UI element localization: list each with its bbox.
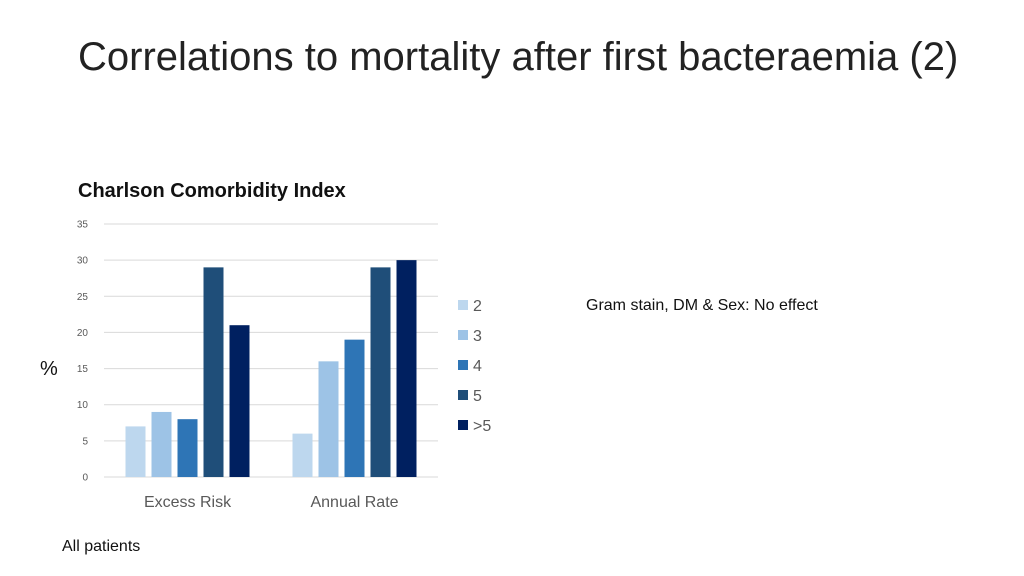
legend: 2 3 4 5 >5 — [458, 298, 491, 435]
legend-label: 5 — [473, 388, 482, 405]
bar-annual-rate-series-2 — [318, 361, 339, 477]
legend-swatch — [458, 300, 468, 310]
y-tick-label: 5 — [82, 436, 88, 447]
side-note: Gram stain, DM & Sex: No effect — [586, 297, 818, 314]
legend-swatch — [458, 330, 468, 340]
bar-annual-rate-series-5 — [396, 260, 417, 477]
axes: 0 5 10 15 20 25 30 35 Excess Risk Annual Rate — [77, 220, 399, 512]
y-tick-label: 20 — [77, 328, 89, 339]
chart-title: Charlson Comorbidity Index — [78, 180, 346, 202]
y-axis-unit-label: % — [40, 358, 58, 380]
bar-excess-risk-series-1 — [125, 426, 146, 477]
bar-excess-risk-series-4 — [203, 267, 224, 477]
y-tick-label: 25 — [77, 292, 89, 303]
x-category-label: Excess Risk — [144, 494, 232, 511]
bar-annual-rate-series-4 — [370, 267, 391, 477]
x-category-label: Annual Rate — [310, 494, 398, 511]
legend-swatch — [458, 420, 468, 430]
legend-swatch — [458, 390, 468, 400]
bar-annual-rate-series-1 — [292, 433, 313, 477]
bar-excess-risk-series-5 — [229, 325, 250, 477]
slide-title: Correlations to mortality after first ba… — [78, 35, 959, 79]
y-tick-label: 0 — [82, 473, 88, 484]
legend-label: >5 — [473, 418, 491, 435]
y-tick-label: 35 — [77, 220, 89, 231]
y-tick-label: 30 — [77, 256, 89, 267]
y-tick-label: 10 — [77, 400, 89, 411]
bar-annual-rate-series-3 — [344, 339, 365, 477]
y-tick-label: 15 — [77, 364, 89, 375]
legend-label: 2 — [473, 298, 482, 315]
legend-label: 3 — [473, 328, 482, 345]
bar-excess-risk-series-3 — [177, 419, 198, 477]
legend-swatch — [458, 360, 468, 370]
bars — [125, 260, 417, 477]
footnote: All patients — [62, 538, 141, 555]
legend-label: 4 — [473, 358, 482, 375]
bar-excess-risk-series-2 — [151, 411, 172, 477]
